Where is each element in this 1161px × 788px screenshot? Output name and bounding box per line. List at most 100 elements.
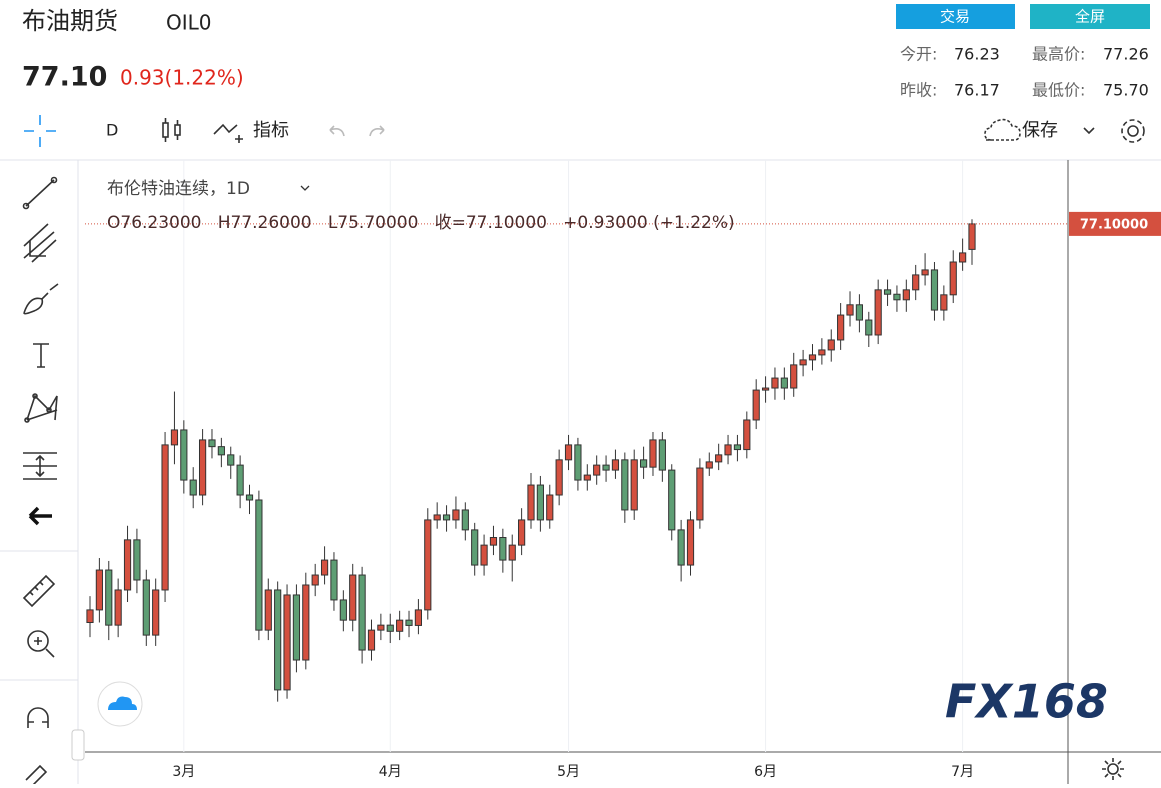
candle-body	[837, 314, 845, 341]
candle-body	[912, 274, 920, 291]
x-tick-label: 6月	[754, 764, 777, 780]
indicator-icon[interactable]	[213, 123, 243, 143]
candle-body	[217, 446, 225, 456]
candle-body	[771, 377, 779, 389]
candle-body	[123, 539, 132, 591]
redo-button[interactable]	[369, 125, 385, 137]
candle-body	[236, 464, 244, 496]
candle-body	[414, 609, 423, 626]
undo-button[interactable]	[329, 125, 345, 137]
candle-body	[761, 387, 770, 391]
ohlc-legend: O76.23000 H77.26000 L75.70000 收=77.10000…	[107, 213, 735, 233]
candle-body	[518, 519, 526, 546]
title-menu-chevron[interactable]	[300, 185, 310, 191]
candle-body	[489, 537, 498, 546]
candle-body	[583, 474, 591, 481]
candle-body	[724, 444, 732, 456]
candle-body	[705, 461, 713, 469]
x-tick-label: 4月	[379, 764, 402, 780]
candle-body	[677, 529, 685, 566]
fullscreen-button[interactable]	[1030, 4, 1150, 29]
candle-body	[433, 514, 441, 521]
candle-body	[405, 619, 413, 626]
last-price: 77.10	[22, 62, 107, 93]
collapse-tab[interactable]	[71, 729, 85, 761]
candle-body	[283, 594, 291, 691]
candle-body	[696, 467, 704, 521]
candle-body	[658, 439, 666, 471]
candle-body	[386, 624, 394, 632]
stat-value: 75.70	[1103, 81, 1149, 100]
candle-body	[874, 289, 882, 336]
candle-body	[593, 464, 601, 476]
grid	[183, 160, 964, 752]
drawing-tools[interactable]	[22, 176, 59, 787]
candle-body	[574, 444, 582, 481]
candle-body	[189, 479, 197, 496]
save-menu-chevron[interactable]	[1083, 127, 1095, 135]
candle-body	[396, 619, 404, 632]
candle-body	[358, 574, 366, 651]
cloud-save-icon[interactable]	[984, 118, 1021, 141]
candle-body	[255, 499, 263, 631]
stat-label: 最低价:	[1032, 81, 1085, 100]
candle-body	[883, 289, 892, 295]
candle-body	[377, 624, 385, 631]
stat-label: 今开:	[900, 45, 937, 64]
candle-body	[827, 339, 835, 351]
candle-body	[133, 539, 141, 581]
candle-body	[799, 359, 807, 366]
candle-body	[499, 537, 507, 561]
candle-body	[508, 544, 516, 561]
interval-button[interactable]: D	[106, 121, 118, 140]
candle-body	[564, 444, 573, 461]
indicator-button[interactable]: 指标	[253, 120, 289, 141]
candle-body	[790, 364, 798, 389]
candle-body	[855, 304, 864, 321]
candle-body	[611, 459, 620, 471]
last-price-tag	[1069, 211, 1161, 236]
candle-body	[461, 509, 469, 531]
trade-button[interactable]	[896, 4, 1015, 29]
candle-body	[780, 377, 788, 389]
axis-settings-button[interactable]	[1102, 758, 1124, 780]
stat-value: 77.26	[1103, 45, 1149, 64]
candle-body	[367, 629, 376, 651]
candle-body	[227, 454, 235, 466]
candle-body	[808, 354, 817, 361]
candle-body	[86, 609, 94, 624]
candle-body	[639, 459, 648, 468]
fullscreen-button-label[interactable]: 全屏	[1075, 8, 1105, 26]
candle-body	[752, 389, 760, 421]
candle-body	[686, 519, 695, 566]
candle-body	[311, 574, 319, 586]
candle-body	[649, 439, 657, 468]
candle-body	[424, 519, 432, 611]
candle-body	[630, 459, 638, 511]
trade-button-label[interactable]: 交易	[940, 8, 970, 26]
candle-body	[170, 429, 179, 446]
candle-body	[302, 584, 310, 661]
candle-body	[198, 439, 207, 496]
candle-type-button[interactable]	[162, 118, 181, 142]
candle-body	[818, 349, 826, 356]
candle-body	[152, 589, 160, 636]
settings-button[interactable]	[1121, 119, 1145, 143]
candle-body	[527, 484, 535, 521]
crosshair-tool[interactable]	[24, 115, 56, 147]
candle-body	[902, 289, 910, 301]
stat-value: 76.17	[954, 81, 1000, 100]
candle-body	[668, 469, 676, 531]
candle-body	[893, 293, 901, 301]
x-tick-label: 5月	[557, 764, 580, 780]
save-button[interactable]: 保存	[1022, 120, 1058, 141]
candle-body	[264, 589, 272, 631]
candle-body	[292, 594, 301, 661]
candle-body	[95, 569, 103, 611]
candle-body	[208, 439, 216, 448]
stat-value: 76.23	[954, 45, 1000, 64]
candle-body	[142, 579, 150, 636]
candle-body	[733, 444, 742, 451]
candle-body	[846, 304, 854, 316]
